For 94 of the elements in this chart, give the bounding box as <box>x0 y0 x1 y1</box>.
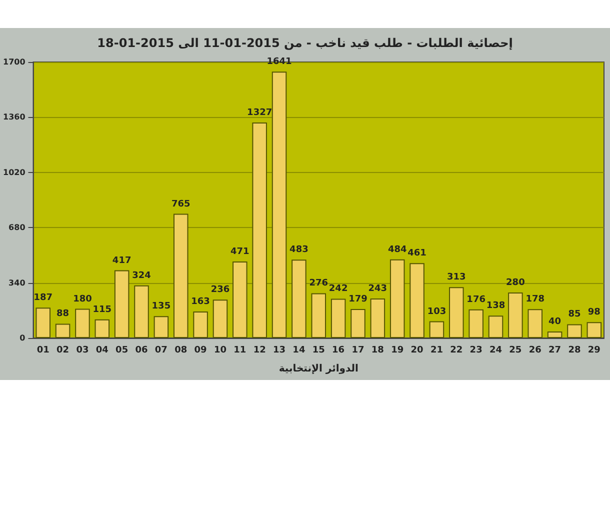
x-tick-label: 19 <box>391 346 404 356</box>
x-tick-label: 13 <box>273 346 286 356</box>
bar <box>55 324 70 338</box>
data-label: 765 <box>171 199 190 210</box>
bar <box>390 259 405 338</box>
x-tick-label: 01 <box>36 346 50 356</box>
bar <box>134 285 149 338</box>
x-tick-label: 15 <box>312 346 325 356</box>
x-tick-label: 20 <box>410 346 424 356</box>
bar <box>330 298 346 338</box>
data-label: 176 <box>466 294 486 305</box>
bar <box>272 72 287 338</box>
y-tick-label: 1020 <box>3 168 26 177</box>
data-label: 88 <box>56 309 70 320</box>
x-tick-label: 17 <box>352 346 364 356</box>
data-label: 115 <box>92 304 112 315</box>
bar <box>94 319 110 338</box>
x-tick-label: 22 <box>450 346 463 356</box>
data-label: 471 <box>230 247 250 258</box>
x-tick-label: 21 <box>430 346 443 356</box>
x-tick-label: 28 <box>568 346 581 356</box>
data-label: 483 <box>290 245 308 256</box>
y-tick-label: 0 <box>20 334 26 342</box>
data-label: 1327 <box>247 108 272 118</box>
x-tick-label: 06 <box>135 346 148 356</box>
y-tick-label: 1360 <box>3 112 26 122</box>
data-label: 85 <box>568 310 581 320</box>
data-label: 187 <box>34 293 53 304</box>
bar <box>114 270 130 338</box>
data-label: 461 <box>408 248 426 259</box>
data-label: 103 <box>427 306 446 317</box>
data-label: 313 <box>447 272 466 283</box>
data-label: 243 <box>368 284 388 294</box>
bar <box>547 332 562 338</box>
x-tick-label: 04 <box>96 346 108 356</box>
data-label: 179 <box>348 294 368 304</box>
bar <box>449 287 464 338</box>
bar <box>488 316 504 338</box>
bar <box>212 300 228 338</box>
data-label: 40 <box>548 317 562 328</box>
bar <box>36 308 50 338</box>
data-label: 178 <box>526 294 545 305</box>
y-tick-label: 340 <box>8 278 26 288</box>
x-tick-label: 11 <box>234 346 246 356</box>
bar <box>508 292 523 338</box>
x-tick-label: 10 <box>214 346 226 356</box>
bar <box>154 316 169 338</box>
data-label: 98 <box>588 308 600 318</box>
x-tick-label: 27 <box>548 346 562 356</box>
x-tick-label: 26 <box>528 346 542 356</box>
data-label: 242 <box>328 284 348 294</box>
data-label: 138 <box>486 301 506 312</box>
y-tick-label: 1700 <box>3 58 26 66</box>
x-tick-label: 14 <box>292 346 306 356</box>
bar <box>567 324 582 338</box>
data-label: 180 <box>73 294 92 304</box>
bar <box>193 312 208 338</box>
bar <box>252 122 267 338</box>
chart-title: إحصائية الطلبات - طلب قيد ناخب - من 2015-01-11 الى 2015-01-18 <box>97 36 513 50</box>
bar <box>75 308 90 338</box>
y-tick-label: 680 <box>8 223 26 232</box>
bar <box>429 321 444 338</box>
bar <box>528 309 542 338</box>
x-tick-label: 05 <box>116 346 128 356</box>
x-tick-label: 02 <box>56 346 70 356</box>
x-tick-label: 18 <box>371 346 384 356</box>
bar <box>232 262 248 338</box>
x-tick-label: 16 <box>332 346 345 356</box>
data-label: 417 <box>112 256 132 266</box>
bar <box>350 308 366 338</box>
data-label: 324 <box>132 270 151 281</box>
x-tick-label: 25 <box>509 346 522 356</box>
bar <box>173 214 188 338</box>
bar <box>292 260 306 338</box>
x-tick-label: 24 <box>489 346 502 356</box>
bar <box>410 263 424 338</box>
data-label: 484 <box>388 244 407 255</box>
bar <box>586 322 602 338</box>
x-tick-label: 29 <box>588 346 600 356</box>
bar <box>311 293 326 338</box>
bar <box>468 309 484 338</box>
x-axis-title: الدوائر الإنتخابية <box>278 364 358 374</box>
x-tick-label: 12 <box>253 346 266 356</box>
x-tick-label: 08 <box>174 346 188 356</box>
x-tick-label: 09 <box>194 346 207 356</box>
x-tick-label: 03 <box>76 346 89 356</box>
bar <box>370 298 386 338</box>
data-label: 280 <box>506 278 525 288</box>
x-tick-label: 07 <box>154 346 168 356</box>
data-label: 236 <box>210 285 230 296</box>
x-tick-label: 23 <box>470 346 482 356</box>
data-label: 135 <box>152 302 171 312</box>
data-label: 276 <box>309 278 328 289</box>
data-label: 163 <box>191 297 210 308</box>
